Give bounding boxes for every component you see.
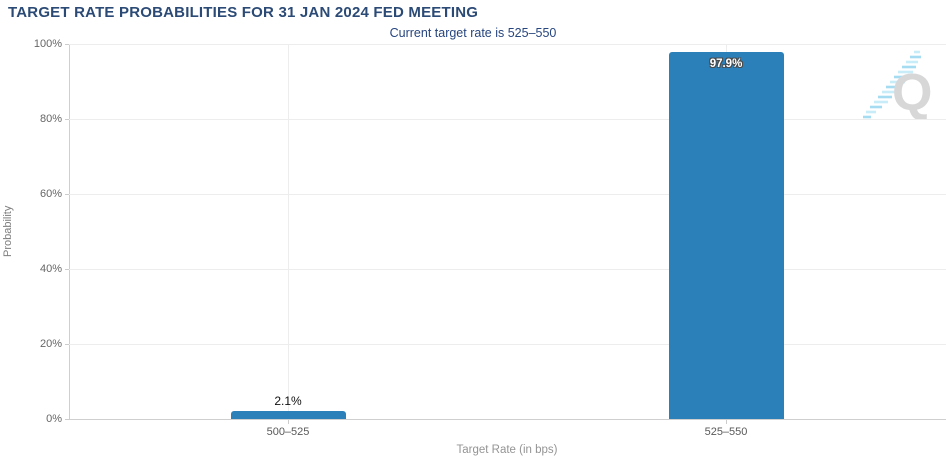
chart-subtitle: Current target rate is 525–550 — [389, 26, 557, 40]
y-tick-mark — [65, 419, 69, 420]
probability-bar — [668, 51, 784, 419]
y-tick-mark — [65, 344, 69, 345]
y-tick-label: 0% — [46, 413, 62, 425]
quikstrike-dashes-icon — [863, 50, 921, 119]
y-tick-mark — [65, 194, 69, 195]
h-gridline — [69, 119, 946, 120]
plot-area — [69, 44, 946, 420]
x-tick-mark — [726, 420, 727, 424]
x-tick-label: 525–550 — [704, 426, 748, 438]
v-gridline — [288, 44, 289, 419]
h-gridline — [69, 44, 946, 45]
y-tick-label: 20% — [39, 338, 62, 350]
h-gridline — [69, 194, 946, 195]
y-tick-label: 80% — [39, 113, 62, 125]
bar-value-label: 97.9% — [709, 57, 743, 70]
probability-bar — [230, 411, 346, 419]
y-tick-label: 100% — [33, 38, 62, 50]
y-tick-mark — [65, 269, 69, 270]
chart-title: TARGET RATE PROBABILITIES FOR 31 JAN 202… — [8, 4, 479, 21]
x-tick-label: 500–525 — [266, 426, 310, 438]
h-gridline — [69, 269, 946, 270]
y-tick-mark — [65, 44, 69, 45]
x-axis-title: Target Rate (in bps) — [456, 444, 558, 456]
y-tick-label: 60% — [39, 188, 62, 200]
y-axis-title: Probability — [2, 205, 14, 258]
h-gridline — [69, 344, 946, 345]
quikstrike-logo-watermark: Q — [863, 50, 932, 122]
x-tick-mark — [288, 420, 289, 424]
y-tick-label: 40% — [39, 263, 62, 275]
bar-value-label: 2.1% — [274, 394, 302, 409]
quikstrike-q-letter: Q — [892, 64, 932, 122]
y-tick-mark — [65, 119, 69, 120]
